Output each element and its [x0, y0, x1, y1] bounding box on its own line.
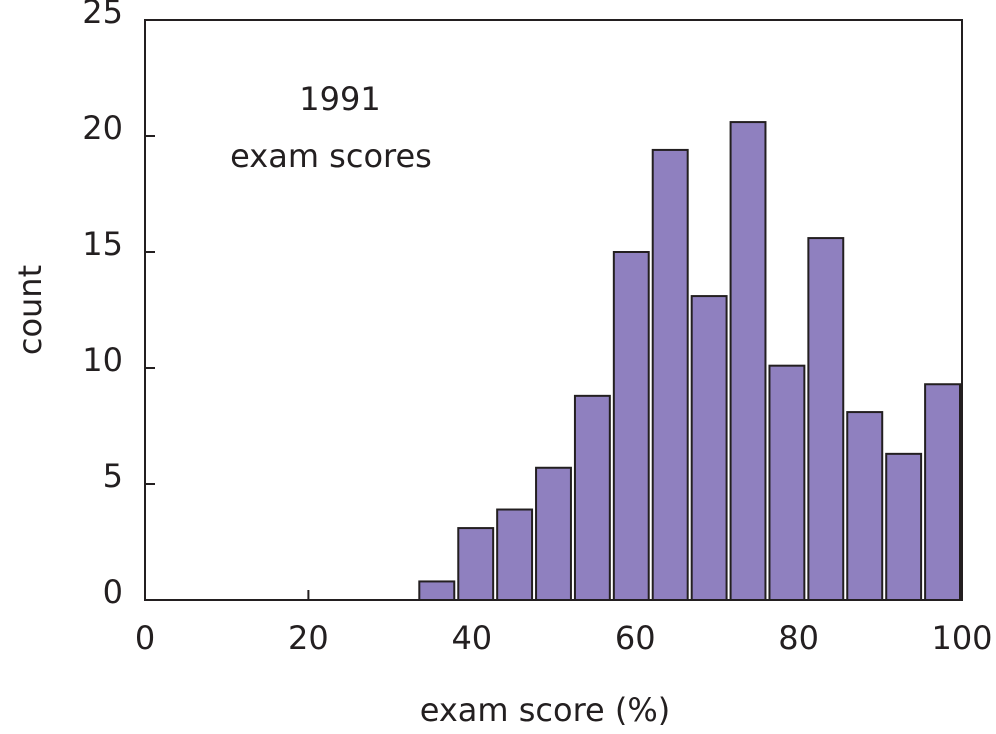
x-tick-label: 20 [288, 619, 329, 657]
x-tick-label: 0 [135, 619, 155, 657]
bar [690, 295, 728, 601]
x-tick-label: 40 [451, 619, 492, 657]
y-tick-label: 5 [103, 457, 123, 495]
x-tick-label: 60 [615, 619, 656, 657]
bar [807, 237, 845, 602]
y-axis-label: count [11, 265, 49, 355]
bar [885, 452, 923, 601]
bar [535, 466, 572, 602]
bar [573, 394, 611, 601]
bar [496, 508, 534, 601]
x-axis-label: exam score (%) [420, 691, 671, 729]
bar [457, 527, 495, 602]
y-tick-label: 0 [103, 573, 123, 611]
bar [651, 148, 689, 601]
x-tick-label: 80 [778, 619, 819, 657]
bar [729, 121, 767, 602]
bar [418, 580, 456, 602]
y-tick-label: 15 [82, 225, 123, 263]
y-tick-label: 20 [82, 109, 123, 147]
x-tick-label: 100 [931, 619, 992, 657]
bar [846, 411, 884, 601]
y-tick-label: 10 [82, 341, 123, 379]
annotation: exam scores [230, 137, 432, 175]
annotation: 1991 [299, 80, 380, 118]
y-tick-label: 25 [82, 0, 123, 31]
bar [612, 251, 650, 601]
bar [768, 364, 806, 601]
bar [924, 383, 961, 601]
